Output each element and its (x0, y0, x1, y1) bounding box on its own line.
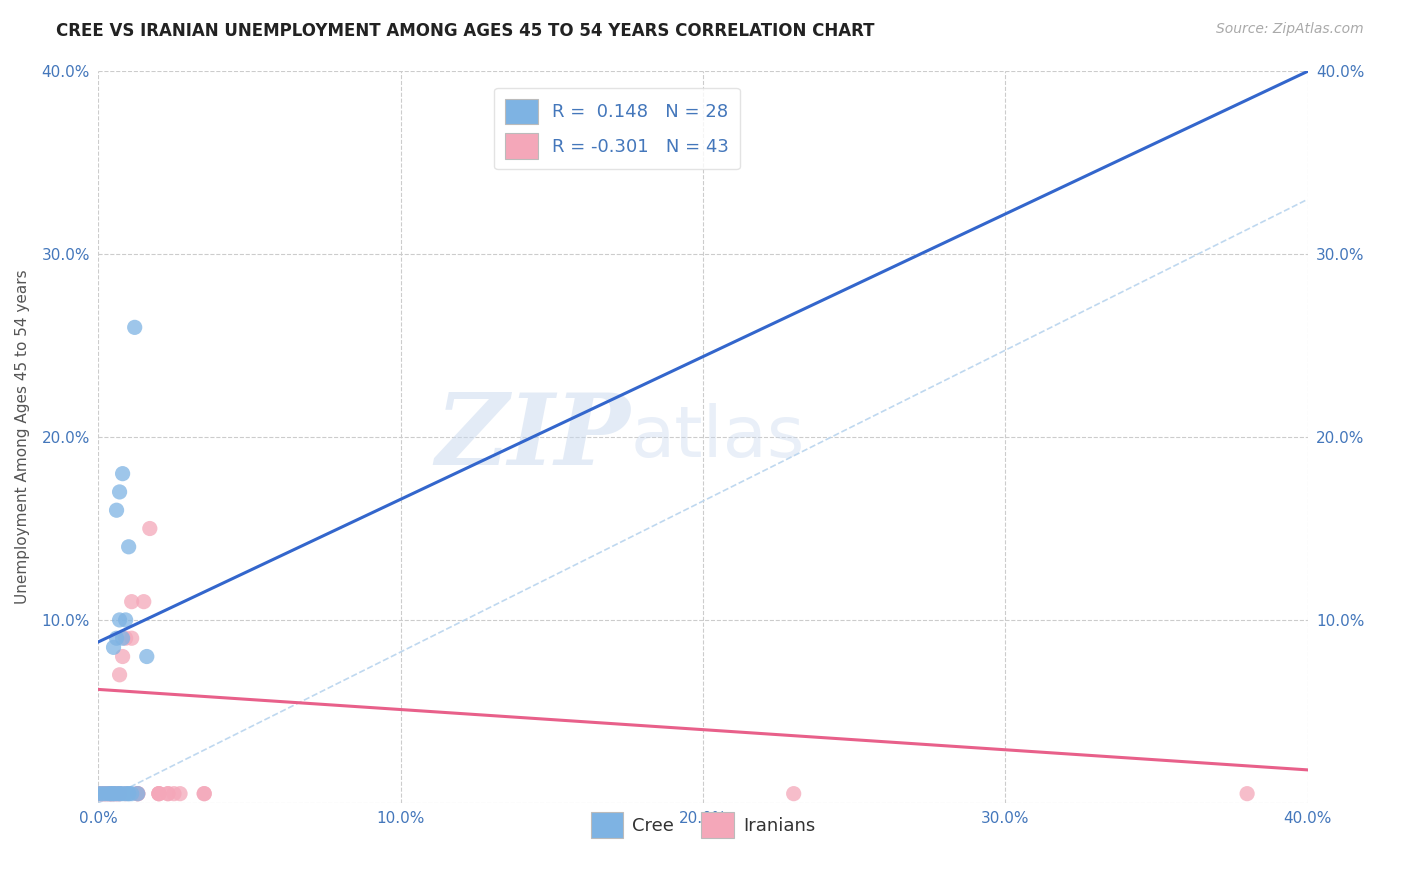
Point (169, 787, 191, 801)
Point (783, 787, 806, 801)
Point (108, 787, 131, 801)
Point (90, 787, 112, 801)
Point (103, 787, 125, 801)
Point (193, 787, 215, 801)
Point (105, 632, 128, 646)
Legend: Cree, Iranians: Cree, Iranians (583, 805, 823, 845)
Point (118, 540, 141, 554)
Point (96, 787, 118, 801)
Point (127, 787, 149, 801)
Point (118, 787, 141, 801)
Text: ZIP: ZIP (436, 389, 630, 485)
Point (108, 787, 131, 801)
Text: atlas: atlas (630, 402, 804, 472)
Point (103, 787, 125, 801)
Point (93, 787, 115, 801)
Point (156, 787, 179, 801)
Point (148, 787, 170, 801)
Point (132, 594, 155, 608)
Point (127, 787, 149, 801)
Point (105, 787, 128, 801)
Point (127, 787, 149, 801)
Point (121, 787, 143, 801)
Point (108, 787, 131, 801)
Point (124, 320, 146, 334)
Point (100, 787, 122, 801)
Point (105, 503, 128, 517)
Point (93, 787, 115, 801)
Point (127, 787, 149, 801)
Point (96, 787, 118, 801)
Point (103, 787, 125, 801)
Point (93, 787, 115, 801)
Point (93, 787, 115, 801)
Point (111, 787, 134, 801)
Point (103, 787, 125, 801)
Point (163, 787, 186, 801)
Point (96, 787, 118, 801)
Point (148, 787, 170, 801)
Point (148, 787, 170, 801)
Point (114, 787, 136, 801)
Y-axis label: Unemployment Among Ages 45 to 54 years: Unemployment Among Ages 45 to 54 years (15, 269, 31, 605)
Point (96, 787, 118, 801)
Point (111, 649, 134, 664)
Text: Source: ZipAtlas.com: Source: ZipAtlas.com (1216, 22, 1364, 37)
Point (108, 485, 131, 500)
Point (103, 640, 125, 655)
Point (1236, 787, 1258, 801)
Point (121, 632, 143, 646)
Point (100, 787, 122, 801)
Point (100, 787, 122, 801)
Point (111, 632, 134, 646)
Point (118, 787, 141, 801)
Point (114, 613, 136, 627)
Point (87, 787, 110, 801)
Point (90, 787, 112, 801)
Point (87, 787, 110, 801)
Point (108, 787, 131, 801)
Point (100, 787, 122, 801)
Text: CREE VS IRANIAN UNEMPLOYMENT AMONG AGES 45 TO 54 YEARS CORRELATION CHART: CREE VS IRANIAN UNEMPLOYMENT AMONG AGES … (56, 22, 875, 40)
Point (108, 613, 131, 627)
Point (193, 787, 215, 801)
Point (121, 594, 143, 608)
Point (135, 649, 157, 664)
Point (114, 632, 136, 646)
Point (90, 787, 112, 801)
Point (100, 787, 122, 801)
Point (105, 787, 128, 801)
Point (111, 467, 134, 481)
Point (103, 787, 125, 801)
Point (139, 521, 162, 535)
Point (156, 787, 179, 801)
Point (105, 787, 128, 801)
Point (108, 667, 131, 681)
Point (114, 787, 136, 801)
Point (100, 787, 122, 801)
Point (105, 787, 128, 801)
